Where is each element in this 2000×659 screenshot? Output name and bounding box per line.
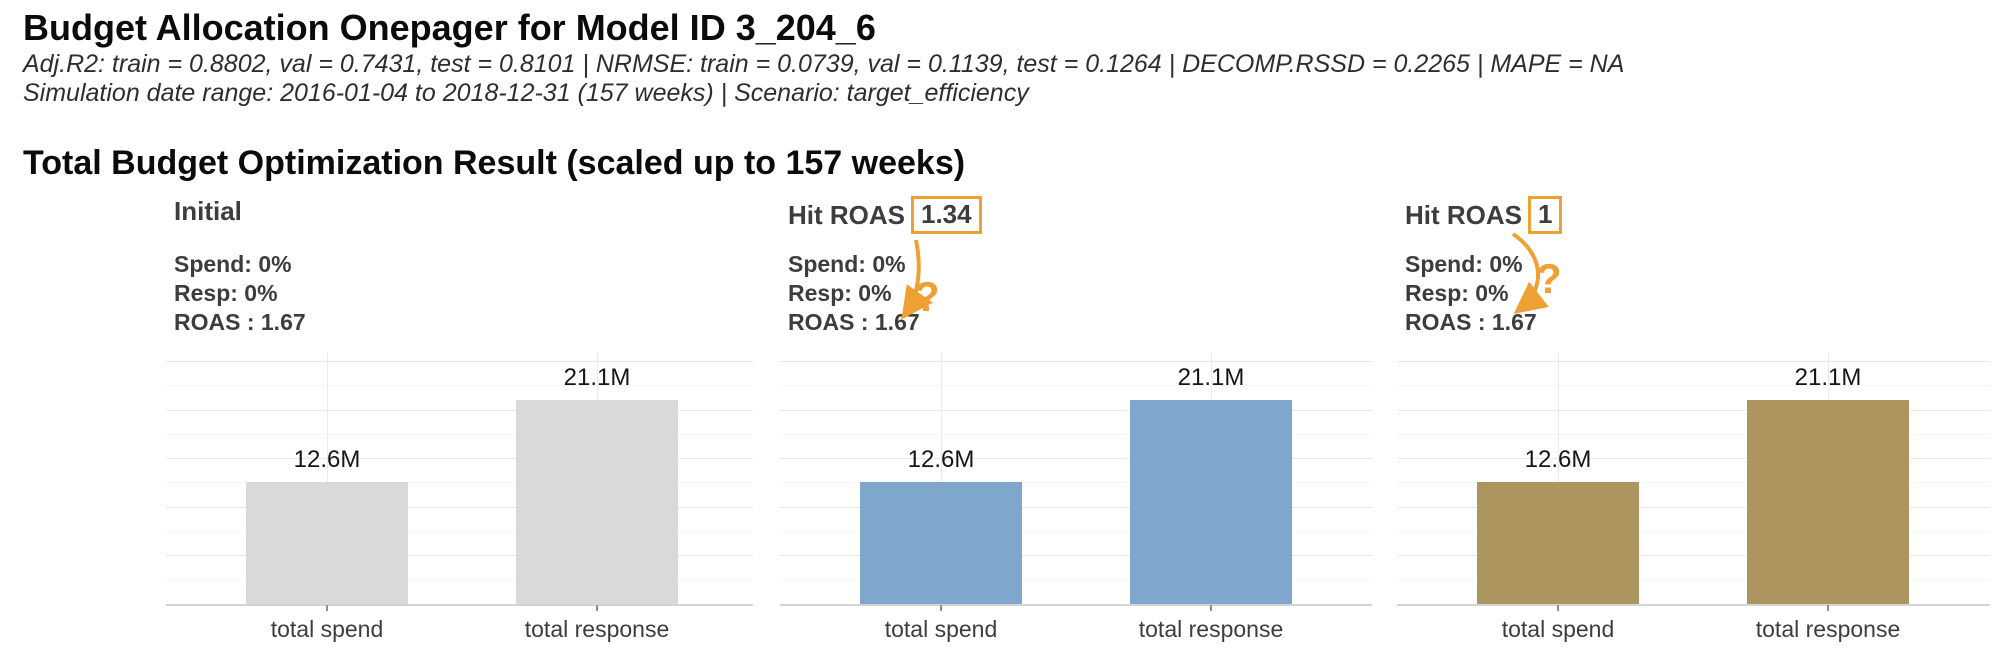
optimization-panel: Hit ROAS 1.34 Spend: 0% Resp: 0% ROAS : …	[780, 190, 1372, 659]
annotation-arrow-icon	[901, 239, 933, 320]
major-gridline	[166, 458, 753, 459]
major-gridline	[1397, 555, 1990, 556]
major-gridline	[780, 507, 1372, 508]
vertical-gridline	[327, 352, 328, 605]
major-gridline	[780, 555, 1372, 556]
total-response-value-label: 21.1M	[563, 364, 631, 391]
total-response-bar	[516, 400, 678, 605]
question-mark-icon: ?	[1536, 255, 1562, 302]
category-label-total-spend: total spend	[1501, 616, 1615, 642]
total-spend-bar	[860, 482, 1022, 605]
x-axis-line	[166, 604, 753, 606]
stat-roas: ROAS : 1.67	[174, 309, 306, 335]
total-response-value-label: 21.1M	[1177, 364, 1245, 391]
minor-gridline	[1397, 531, 1990, 532]
target-roas-box: 1	[1528, 196, 1563, 234]
page-title: Budget Allocation Onepager for Model ID …	[23, 7, 876, 48]
stat-resp: Resp: 0%	[1405, 280, 1509, 306]
panel-scenario-label: Hit ROAS	[1405, 199, 1522, 230]
total-response-bar	[1747, 400, 1909, 605]
total-response-value-label: 21.1M	[1794, 364, 1862, 391]
major-gridline	[166, 410, 753, 411]
simulation-range-line: Simulation date range: 2016-01-04 to 201…	[23, 79, 1029, 107]
panel-stats: Spend: 0% Resp: 0% ROAS : 1.67	[174, 250, 306, 337]
panel-scenario-label: Initial	[174, 196, 242, 226]
axis-tick	[1557, 605, 1559, 611]
axis-tick	[326, 605, 328, 611]
minor-gridline	[166, 385, 753, 386]
panel-header: Hit ROAS 1	[1405, 196, 1563, 234]
major-gridline	[1397, 458, 1990, 459]
bar-plot: 12.6M 21.1M	[780, 352, 1372, 606]
stat-spend: Spend: 0%	[174, 251, 292, 277]
category-label-total-spend: total spend	[270, 616, 384, 642]
category-label-total-spend: total spend	[884, 616, 998, 642]
stat-roas: ROAS : 1.67	[788, 309, 920, 335]
minor-gridline	[1397, 434, 1990, 435]
minor-gridline	[166, 434, 753, 435]
x-axis-line	[1397, 604, 1990, 606]
major-gridline	[166, 361, 753, 362]
panel-scenario-label: Hit ROAS	[788, 199, 905, 230]
question-mark-icon: ?	[914, 273, 940, 320]
major-gridline	[1397, 507, 1990, 508]
major-gridline	[1397, 361, 1990, 362]
axis-tick	[596, 605, 598, 611]
panel-header: Initial	[174, 196, 242, 227]
minor-gridline	[780, 580, 1372, 581]
minor-gridline	[166, 531, 753, 532]
stat-resp: Resp: 0%	[788, 280, 892, 306]
category-label-total-response: total response	[1755, 616, 1901, 642]
minor-gridline	[166, 580, 753, 581]
target-roas-box: 1.34	[911, 196, 982, 234]
panel-stats: Spend: 0% Resp: 0% ROAS : 1.67	[1405, 250, 1537, 337]
major-gridline	[780, 410, 1372, 411]
axis-tick	[1210, 605, 1212, 611]
minor-gridline	[166, 482, 753, 483]
stat-spend: Spend: 0%	[1405, 251, 1523, 277]
minor-gridline	[780, 531, 1372, 532]
optimization-panel: Hit ROAS 1 Spend: 0% Resp: 0% ROAS : 1.6…	[1397, 190, 1990, 659]
total-spend-value-label: 12.6M	[1524, 446, 1592, 473]
total-spend-bar	[246, 482, 408, 605]
minor-gridline	[780, 482, 1372, 483]
minor-gridline	[780, 385, 1372, 386]
minor-gridline	[1397, 580, 1990, 581]
annotation-arrow-icon	[1511, 232, 1549, 314]
panel-header: Hit ROAS 1.34	[788, 196, 982, 234]
major-gridline	[1397, 410, 1990, 411]
bar-plot: 12.6M 21.1M	[1397, 352, 1990, 606]
major-gridline	[166, 507, 753, 508]
vertical-gridline	[1558, 352, 1559, 605]
vertical-gridline	[941, 352, 942, 605]
major-gridline	[780, 361, 1372, 362]
optimization-panel: Initial Spend: 0% Resp: 0% ROAS : 1.67 1…	[166, 190, 753, 659]
bar-plot: 12.6M 21.1M	[166, 352, 753, 606]
stat-spend: Spend: 0%	[788, 251, 906, 277]
minor-gridline	[780, 434, 1372, 435]
total-response-bar	[1130, 400, 1292, 605]
minor-gridline	[1397, 385, 1990, 386]
minor-gridline	[1397, 482, 1990, 483]
major-gridline	[166, 555, 753, 556]
axis-tick	[1827, 605, 1829, 611]
section-title: Total Budget Optimization Result (scaled…	[23, 144, 966, 182]
total-spend-bar	[1477, 482, 1639, 605]
axis-tick	[940, 605, 942, 611]
model-metrics-line: Adj.R2: train = 0.8802, val = 0.7431, te…	[23, 50, 1625, 78]
category-label-total-response: total response	[524, 616, 670, 642]
category-label-total-response: total response	[1138, 616, 1284, 642]
x-axis-line	[780, 604, 1372, 606]
total-spend-value-label: 12.6M	[907, 446, 975, 473]
stat-resp: Resp: 0%	[174, 280, 278, 306]
total-spend-value-label: 12.6M	[293, 446, 361, 473]
major-gridline	[780, 458, 1372, 459]
panel-stats: Spend: 0% Resp: 0% ROAS : 1.67	[788, 250, 920, 337]
